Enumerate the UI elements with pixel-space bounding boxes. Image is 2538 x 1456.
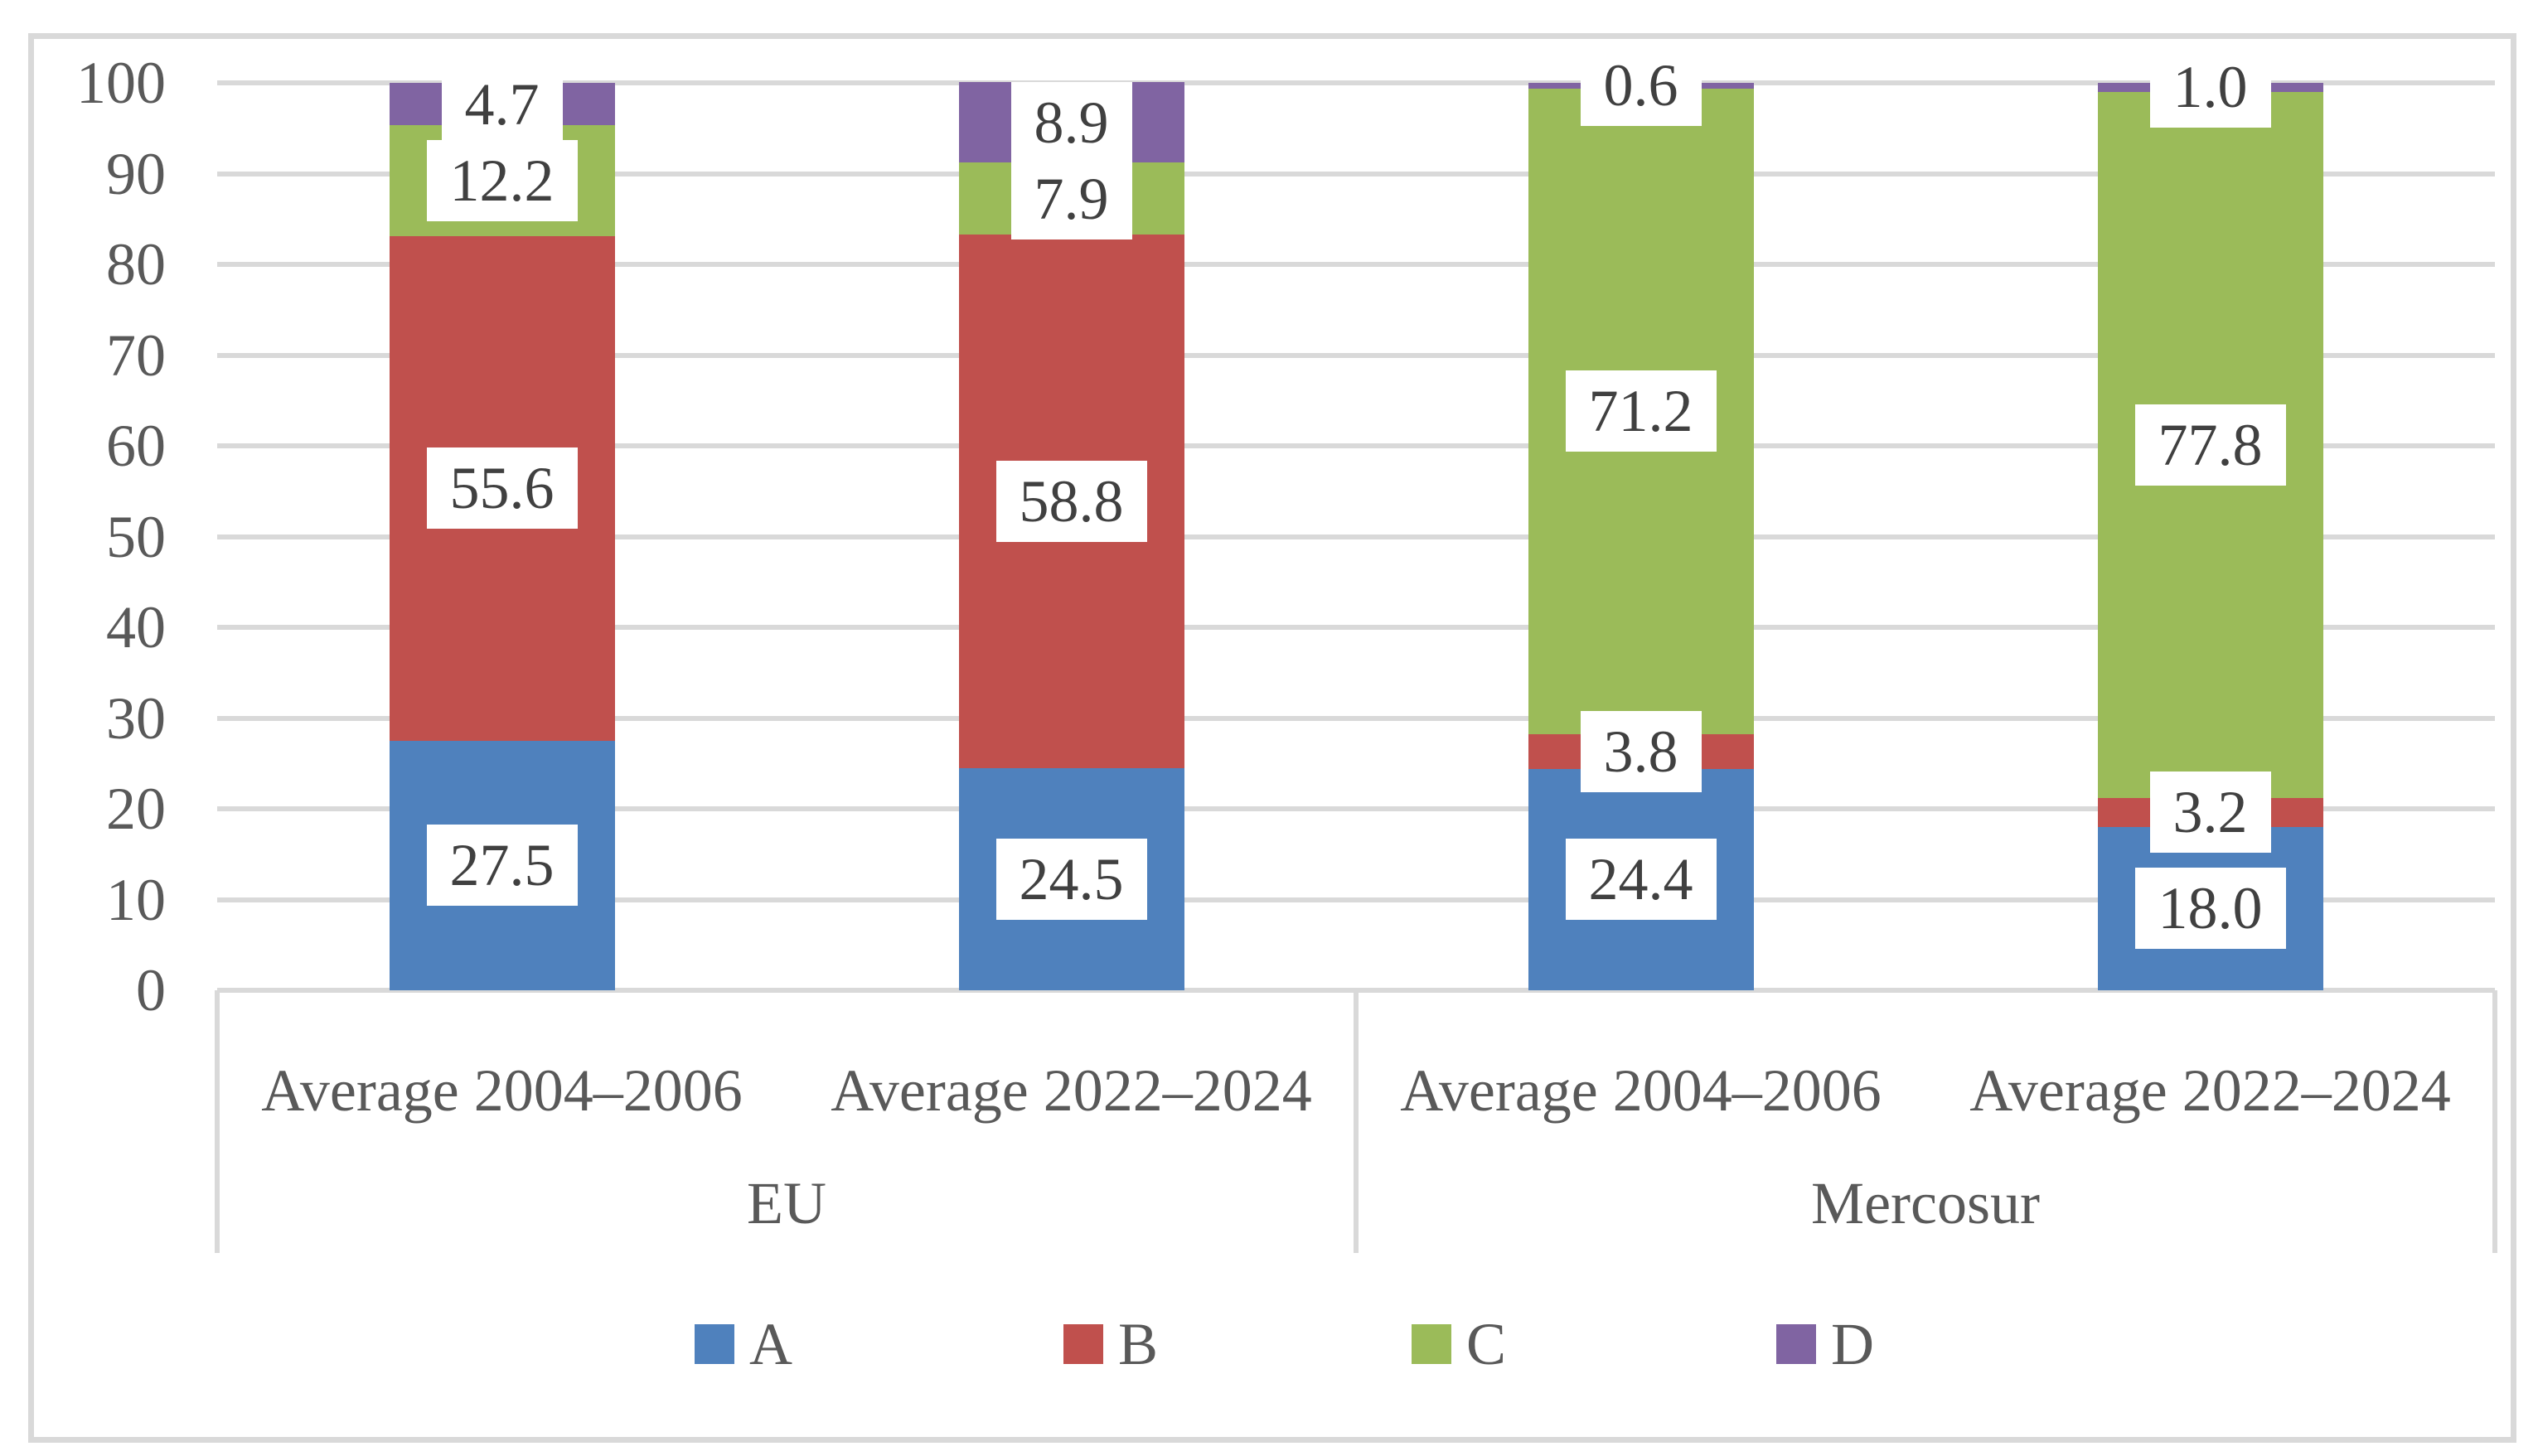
chart-outer-border (28, 33, 2516, 1443)
